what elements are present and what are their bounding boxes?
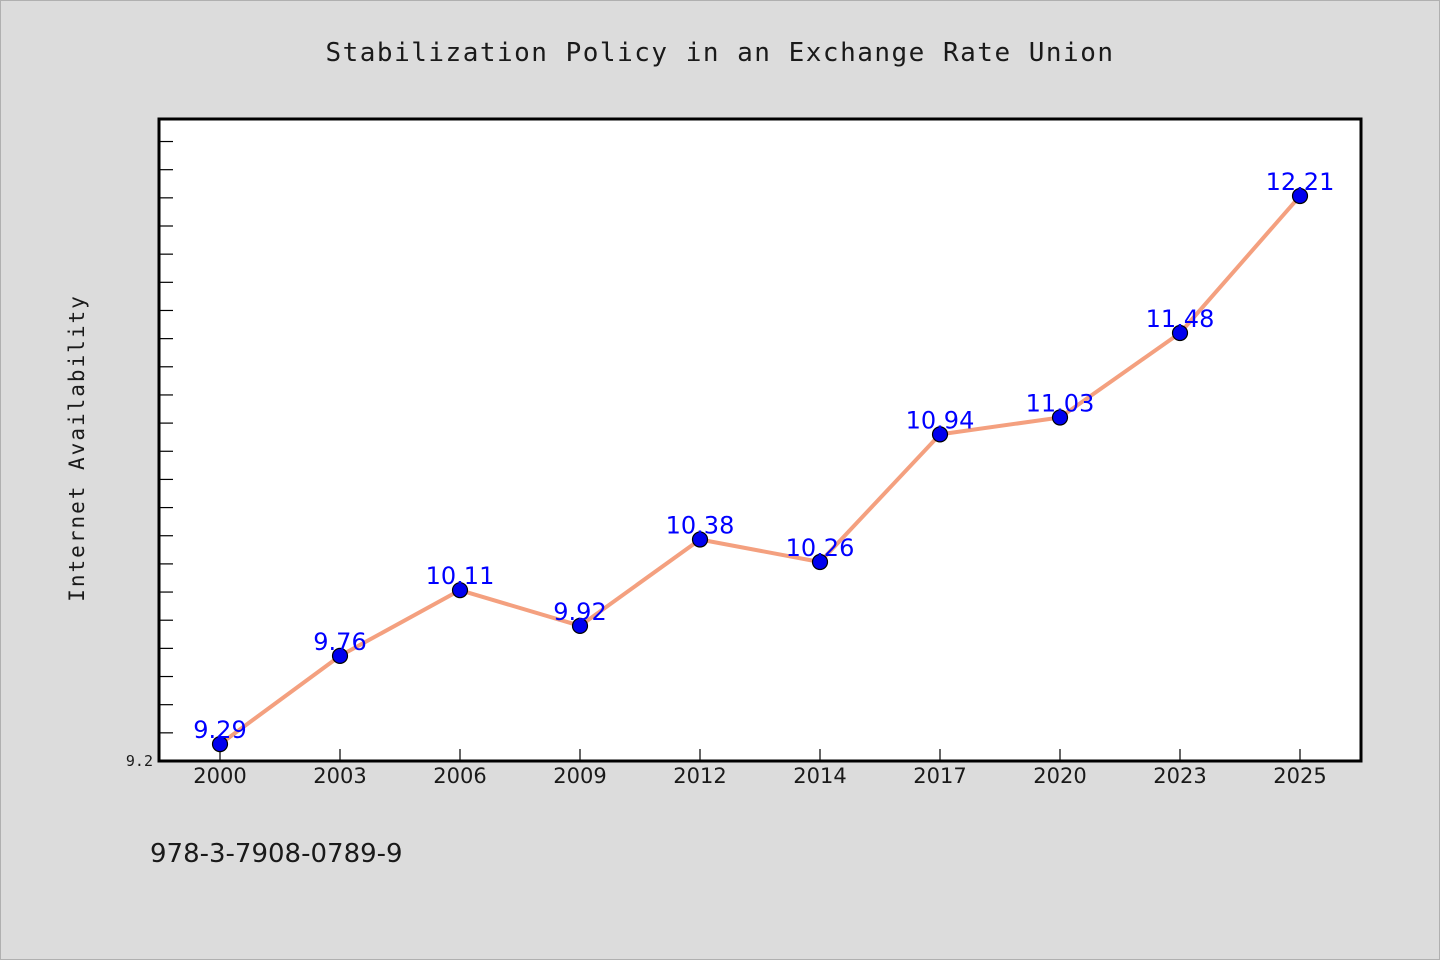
data-point [211, 736, 229, 753]
data-point [931, 426, 949, 443]
data-point [451, 582, 469, 599]
x-tick-label: 2025 [1273, 764, 1326, 788]
data-point [1291, 187, 1309, 205]
data-label: 10.26 [786, 534, 855, 562]
x-tick-label: 2006 [433, 764, 486, 788]
x-tick-label: 2014 [793, 764, 846, 788]
series-layer [211, 187, 1309, 753]
data-label: 10.11 [426, 562, 495, 590]
y-axis-label: Internet Availability [65, 294, 89, 602]
data-point [1171, 324, 1189, 342]
data-label: 11.03 [1026, 389, 1095, 417]
data-label: 10.38 [666, 511, 735, 539]
data-label: 12.21 [1266, 168, 1335, 196]
data-point [811, 553, 829, 571]
data-label: 9.92 [553, 598, 606, 626]
data-point [691, 531, 709, 548]
series-line [218, 194, 1302, 746]
x-axis-ticks: 2000 2003 2006 2009 2012 2014 2017 2020 2023 2025 [193, 749, 1327, 788]
x-tick-label: 2003 [313, 764, 366, 788]
footer-isbn: 978-3-7908-0789-9 [150, 839, 403, 869]
data-labels: 9.29 9.76 10.11 9.92 10.38 10.26 10.94 11.03 11.… [193, 168, 1334, 744]
y-axis-ticks: 9.2 [126, 140, 173, 770]
data-point [1051, 409, 1069, 426]
x-tick-label: 2012 [673, 764, 726, 788]
data-label: 11.48 [1146, 305, 1215, 333]
x-tick-label: 2020 [1033, 764, 1086, 788]
data-label: 9.29 [193, 716, 246, 744]
x-tick-label: 2009 [553, 764, 606, 788]
plot-area [157, 117, 1363, 763]
chart-title: Stabilization Policy in an Exchange Rate… [325, 38, 1114, 68]
data-point [331, 647, 349, 664]
data-label: 9.76 [313, 628, 366, 656]
x-tick-label: 2000 [193, 764, 246, 788]
data-point [571, 617, 589, 634]
x-tick-label: 2017 [913, 764, 966, 788]
data-label: 10.94 [906, 406, 975, 434]
y-tick-label: 9.2 [126, 752, 153, 770]
x-tick-label: 2023 [1153, 764, 1206, 788]
